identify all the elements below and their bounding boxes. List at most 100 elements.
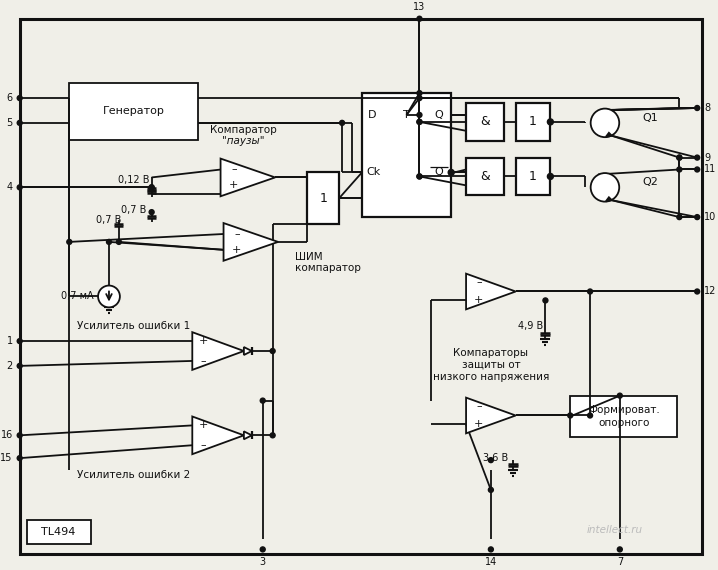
Circle shape: [340, 120, 345, 125]
Text: Усилитель ошибки 1: Усилитель ошибки 1: [77, 321, 190, 331]
Circle shape: [617, 547, 623, 552]
Text: 0,7 мА: 0,7 мА: [62, 291, 94, 302]
Circle shape: [98, 286, 120, 307]
Text: 6: 6: [6, 93, 13, 103]
Circle shape: [547, 173, 554, 180]
Text: TL494: TL494: [41, 527, 75, 536]
Text: 0,12 В: 0,12 В: [118, 176, 149, 185]
Circle shape: [417, 174, 422, 179]
Circle shape: [448, 169, 454, 176]
Circle shape: [17, 433, 22, 438]
Circle shape: [17, 364, 22, 368]
Text: 14: 14: [485, 557, 497, 567]
Text: 4,9 В: 4,9 В: [518, 321, 544, 331]
Text: 3,6 В: 3,6 В: [483, 453, 508, 463]
Circle shape: [568, 413, 573, 418]
Circle shape: [260, 547, 265, 552]
Circle shape: [591, 109, 619, 137]
Circle shape: [67, 239, 72, 245]
Circle shape: [106, 239, 111, 245]
Circle shape: [677, 155, 682, 160]
Text: intellect.ru: intellect.ru: [587, 524, 643, 535]
Text: Компараторы: Компараторы: [453, 348, 528, 358]
Text: +: +: [232, 245, 242, 255]
Circle shape: [547, 119, 554, 125]
Polygon shape: [606, 197, 612, 201]
Circle shape: [677, 155, 682, 160]
Text: Формироват.: Формироват.: [588, 405, 660, 414]
Circle shape: [417, 91, 422, 96]
Circle shape: [17, 339, 22, 344]
Text: &: &: [480, 115, 490, 128]
Text: –: –: [200, 440, 206, 450]
Text: +: +: [229, 180, 238, 190]
Polygon shape: [192, 332, 244, 370]
Circle shape: [617, 393, 623, 398]
Circle shape: [417, 112, 422, 117]
Text: 1: 1: [320, 192, 327, 205]
Text: –: –: [234, 229, 240, 239]
Text: 0,7 В: 0,7 В: [96, 215, 121, 225]
Bar: [27, 520, 91, 544]
Text: ШИМ: ШИМ: [296, 252, 323, 262]
Circle shape: [17, 96, 22, 100]
Circle shape: [417, 174, 422, 179]
Circle shape: [417, 119, 422, 124]
Bar: [516, 103, 551, 141]
Text: 1: 1: [528, 170, 536, 183]
Text: 2: 2: [6, 361, 13, 371]
Text: 8: 8: [704, 103, 710, 113]
Text: –: –: [231, 165, 237, 174]
Text: "паузы": "паузы": [222, 136, 264, 146]
Text: &: &: [480, 170, 490, 183]
Text: защиты от: защиты от: [462, 360, 520, 370]
Text: 9: 9: [704, 153, 710, 162]
Circle shape: [695, 155, 699, 160]
Bar: [516, 157, 551, 196]
Text: 16: 16: [1, 430, 13, 441]
Text: –: –: [476, 278, 482, 288]
Circle shape: [17, 455, 22, 461]
Text: 1: 1: [6, 336, 13, 346]
Text: –: –: [200, 356, 206, 366]
Circle shape: [270, 433, 275, 438]
Polygon shape: [244, 347, 252, 355]
Circle shape: [543, 298, 548, 303]
Circle shape: [270, 348, 275, 353]
Circle shape: [695, 289, 699, 294]
Polygon shape: [466, 274, 516, 310]
Text: 0,7 В: 0,7 В: [121, 205, 146, 215]
Bar: [307, 173, 339, 224]
Text: низкого напряжения: низкого напряжения: [433, 372, 549, 382]
Text: Генератор: Генератор: [103, 106, 164, 116]
Circle shape: [695, 215, 699, 219]
Circle shape: [677, 215, 682, 219]
Text: Q2: Q2: [643, 177, 658, 188]
Text: 7: 7: [617, 557, 623, 567]
Polygon shape: [192, 417, 244, 454]
Text: 12: 12: [704, 287, 717, 296]
Bar: [362, 93, 451, 217]
Text: 13: 13: [414, 2, 426, 12]
Bar: [466, 103, 504, 141]
Bar: [70, 83, 198, 140]
Circle shape: [149, 185, 154, 190]
Circle shape: [260, 398, 265, 403]
Circle shape: [17, 185, 22, 190]
Text: 11: 11: [704, 165, 717, 174]
Text: 1: 1: [528, 115, 536, 128]
Polygon shape: [606, 133, 612, 137]
Text: 3: 3: [260, 557, 266, 567]
Circle shape: [488, 547, 493, 552]
Text: Компаратор: Компаратор: [210, 125, 276, 135]
Text: компаратор: компаратор: [296, 263, 361, 272]
Bar: [570, 396, 677, 437]
Text: T: T: [404, 110, 410, 120]
Bar: [466, 157, 504, 196]
Circle shape: [587, 289, 592, 294]
Circle shape: [695, 105, 699, 111]
Polygon shape: [223, 223, 278, 260]
Circle shape: [417, 96, 422, 100]
Text: 5: 5: [6, 118, 13, 128]
Text: опорного: опорного: [598, 418, 650, 429]
